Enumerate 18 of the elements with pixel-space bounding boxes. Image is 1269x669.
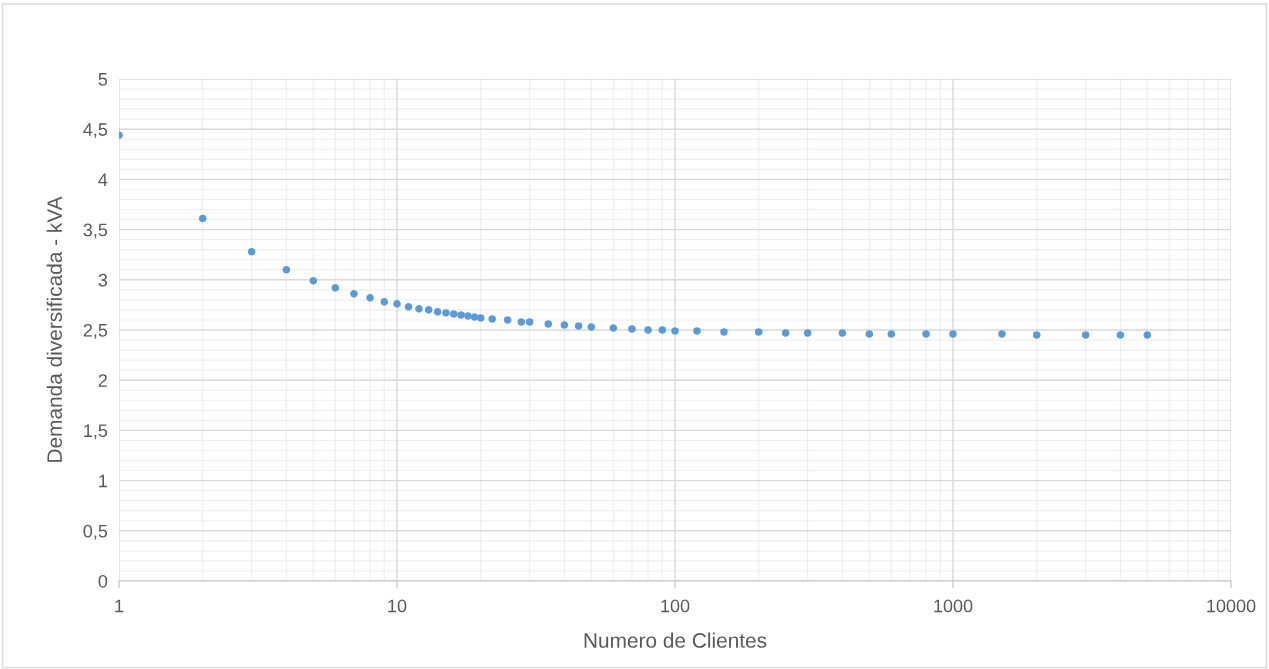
y-tick-label: 0: [98, 574, 108, 588]
y-tick-label: 4: [98, 173, 108, 186]
y-tick-label: 2,5: [83, 323, 108, 339]
x-tick-label: 1: [115, 599, 124, 613]
x-tick-label: 1000: [934, 599, 973, 613]
y-tick-label: 3: [98, 273, 108, 287]
x-tick-label: 100: [661, 599, 690, 613]
x-axis-title: Numero de Clientes: [584, 632, 767, 648]
y-tick-label: 1,5: [84, 424, 108, 440]
y-tick-label: 2: [98, 374, 107, 387]
y-tick-label: 4,5: [83, 123, 108, 139]
y-tick-label: 1: [99, 474, 108, 488]
y-axis-title: Demanda diversificada - kVA: [46, 196, 63, 462]
y-tick-label: 3,5: [83, 223, 108, 239]
x-tick-label: 10000: [1207, 599, 1256, 613]
y-tick-label: 5: [98, 73, 108, 86]
x-tick-label: 10: [388, 599, 407, 613]
y-tick-label: 0,5: [83, 524, 108, 540]
